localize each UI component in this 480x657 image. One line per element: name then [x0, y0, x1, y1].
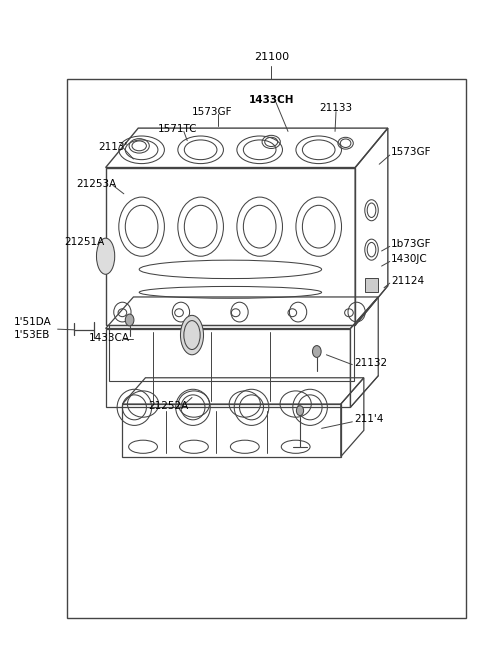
Text: 211'4: 211'4 — [354, 414, 384, 424]
Text: 21100: 21100 — [253, 53, 289, 62]
Text: 21252A: 21252A — [148, 401, 188, 411]
Ellipse shape — [312, 346, 321, 357]
Text: 1573GF: 1573GF — [391, 147, 432, 158]
Text: 1571TC: 1571TC — [157, 124, 197, 135]
Text: 21253A: 21253A — [76, 179, 116, 189]
Text: 21133: 21133 — [319, 103, 352, 114]
Text: 1433CH: 1433CH — [249, 95, 294, 105]
Ellipse shape — [296, 405, 304, 416]
Text: 1b73GF: 1b73GF — [391, 239, 432, 250]
Bar — [365, 278, 378, 292]
Text: 1573GF: 1573GF — [192, 106, 232, 117]
Text: 1'53EB: 1'53EB — [13, 330, 50, 340]
Ellipse shape — [180, 315, 204, 355]
Text: 1430JC: 1430JC — [391, 254, 428, 264]
Text: 21124: 21124 — [391, 276, 424, 286]
Text: 2113': 2113' — [98, 141, 128, 152]
Text: 21251A: 21251A — [64, 237, 104, 247]
Text: 1'51DA: 1'51DA — [13, 317, 51, 327]
Ellipse shape — [125, 314, 134, 326]
Text: 21132: 21132 — [354, 357, 387, 368]
Ellipse shape — [96, 238, 115, 275]
Text: 1433CA: 1433CA — [89, 332, 130, 343]
Bar — [67, 79, 466, 618]
